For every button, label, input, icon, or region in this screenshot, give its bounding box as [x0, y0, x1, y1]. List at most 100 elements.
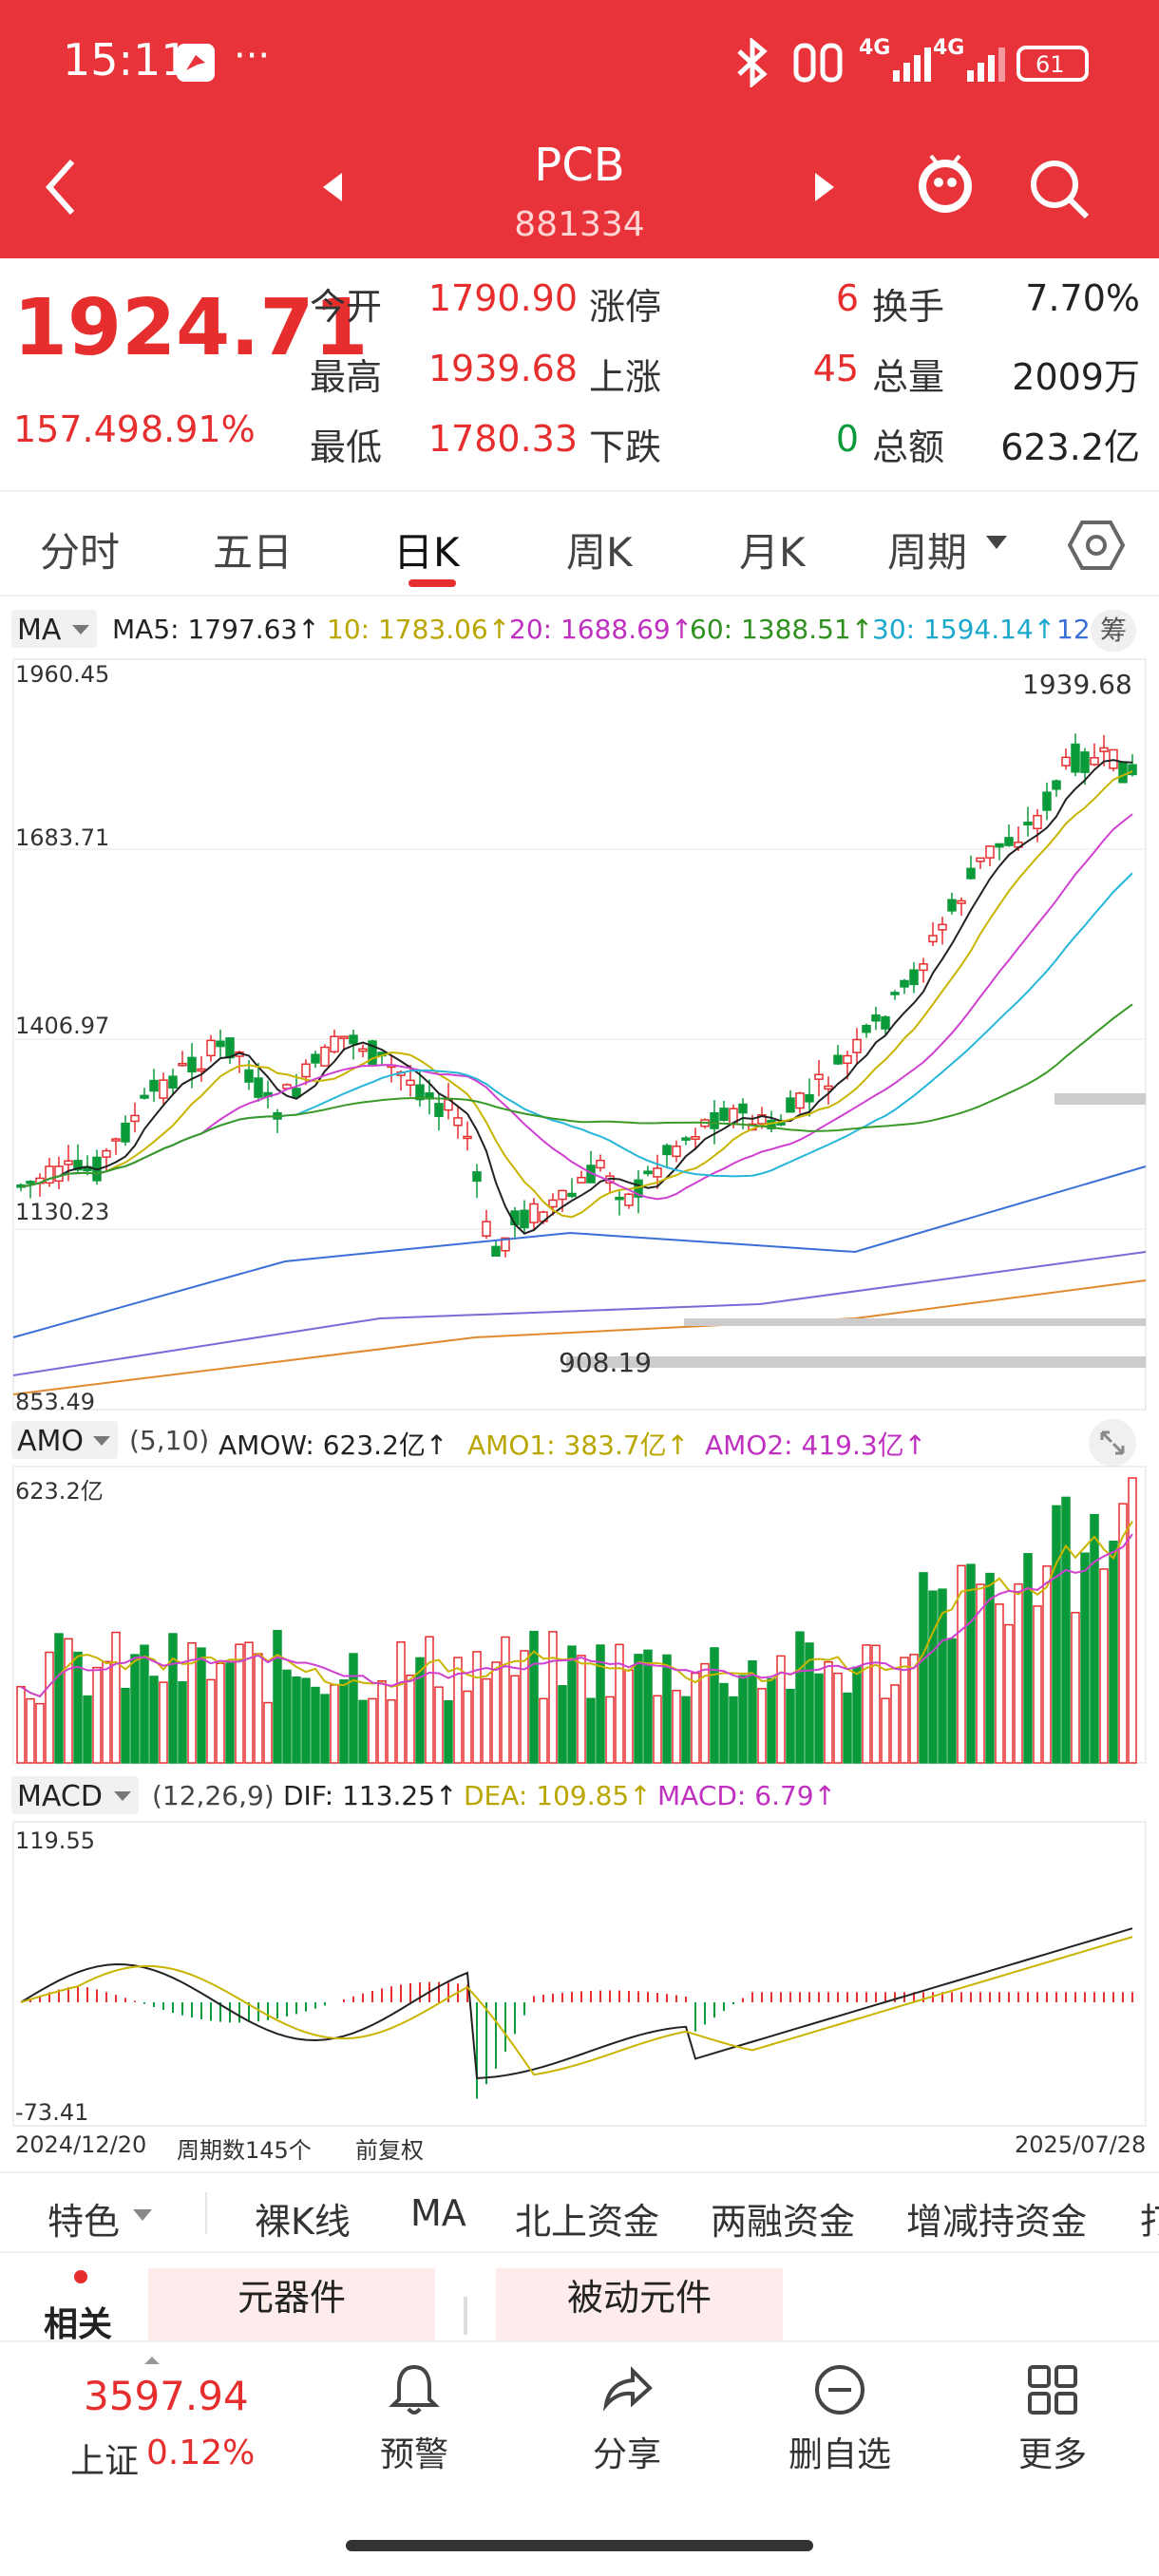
- stock-code: 881334: [514, 205, 645, 244]
- volume-bar: [995, 1603, 1004, 1764]
- volume-bar: [1118, 1503, 1128, 1764]
- volume-bar: [16, 1685, 26, 1764]
- date-start: 2024/12/20: [15, 2131, 147, 2158]
- ma60-line: [20, 1003, 1133, 1188]
- candle-body: [1061, 756, 1071, 767]
- volume-bar: [425, 1636, 434, 1764]
- tab-daily-k[interactable]: 日K: [393, 529, 460, 576]
- ma-long-line: [12, 1279, 1147, 1395]
- amo-selector[interactable]: AMO: [11, 1421, 118, 1459]
- next-stock-button[interactable]: [813, 171, 836, 207]
- volume-bar: [691, 1672, 700, 1764]
- volume-bar: [843, 1692, 852, 1764]
- candle-body: [757, 1114, 767, 1125]
- tab-featured[interactable]: 特色: [48, 2201, 121, 2243]
- volume-bar: [301, 1677, 311, 1764]
- candle-body: [985, 845, 995, 859]
- macd-selector[interactable]: MACD: [11, 1776, 139, 1814]
- tab-weekly-k[interactable]: 周K: [566, 529, 633, 576]
- volume-bar: [1042, 1565, 1052, 1764]
- candle-body: [140, 1094, 149, 1099]
- tab-naked-k[interactable]: 裸K线: [255, 2201, 351, 2243]
- price-panel-frame: [12, 658, 1147, 1411]
- tab-holdings-change[interactable]: 增减持资金: [906, 2201, 1088, 2243]
- more-button[interactable]: 更多: [977, 2361, 1129, 2476]
- amo-params: (5,10): [129, 1425, 210, 1456]
- candle-body: [121, 1122, 130, 1143]
- caret-down-icon: [93, 1436, 110, 1446]
- volume-bar: [1052, 1505, 1061, 1764]
- tab-margin[interactable]: 两融资金: [711, 2201, 856, 2243]
- share-button[interactable]: 分享: [551, 2361, 703, 2476]
- index-value[interactable]: 3597.94: [84, 2373, 249, 2419]
- remove-watchlist-button[interactable]: 删自选: [764, 2361, 916, 2476]
- amo2-legend: AMO2: 419.3亿↑: [705, 1430, 927, 1461]
- tab-monthly-k[interactable]: 月K: [739, 529, 806, 576]
- candle-body: [795, 1092, 805, 1109]
- volume-bar: [64, 1638, 73, 1764]
- candle-body: [909, 969, 919, 986]
- candle-body: [577, 1176, 586, 1184]
- related-tag[interactable]: 被动元件: [496, 2268, 783, 2340]
- volume-bar: [681, 1695, 691, 1764]
- ma-selector[interactable]: MA: [11, 610, 97, 648]
- status-time: 15:11: [63, 34, 189, 85]
- volume-bar: [254, 1653, 263, 1764]
- settings-hexagon-icon[interactable]: [1067, 519, 1126, 576]
- candle-body: [178, 1063, 187, 1067]
- candle-body: [1080, 751, 1090, 773]
- candle-body: [406, 1079, 415, 1087]
- candle-body: [311, 1053, 320, 1064]
- tab-northbound[interactable]: 北上资金: [515, 2201, 660, 2243]
- nav-bar: PCB 881334: [0, 133, 1159, 258]
- alert-button[interactable]: 预警: [338, 2361, 490, 2476]
- low-value: 1780.33: [428, 418, 578, 460]
- signal-icon: [893, 42, 940, 87]
- candle-body: [1033, 814, 1042, 830]
- candle-body: [862, 1025, 871, 1033]
- vibrate-icon: [792, 40, 846, 89]
- volume-bar: [339, 1679, 349, 1764]
- candle-body: [111, 1138, 121, 1142]
- tab-five-day[interactable]: 五日: [213, 529, 294, 576]
- volume-bar: [282, 1669, 292, 1764]
- candle-body: [976, 857, 985, 862]
- amo-selector-label: AMO: [17, 1425, 85, 1458]
- high-marker-label: 1939.68: [1022, 669, 1132, 700]
- volume-bar: [852, 1666, 862, 1764]
- grid-icon: [1028, 2365, 1077, 2415]
- kline-chart[interactable]: MA MA5: 1797.63↑ 10: 1783.06↑ 20: 1688.6…: [0, 597, 1159, 2173]
- price-axis-label: 853.49: [15, 1389, 95, 1415]
- tab-more-clipped[interactable]: 打: [1140, 2201, 1159, 2243]
- candle-body: [672, 1146, 681, 1158]
- tab-intraday[interactable]: 分时: [40, 529, 121, 576]
- volume-bar: [1090, 1513, 1099, 1764]
- related-tag[interactable]: 元器件: [148, 2268, 435, 2340]
- back-button[interactable]: [42, 154, 80, 224]
- tab-ma[interactable]: MA: [410, 2192, 466, 2234]
- tab-period[interactable]: 周期: [887, 529, 968, 576]
- caret-down-icon: [72, 625, 89, 635]
- turnover-label: 换手: [872, 286, 945, 328]
- volume-bar: [415, 1657, 425, 1764]
- candle-body: [805, 1093, 814, 1103]
- candle-body: [928, 935, 938, 943]
- macd-legend: MACD: 6.79↑: [657, 1780, 837, 1811]
- candle-body: [187, 1056, 197, 1073]
- limit-up-label: 涨停: [589, 286, 662, 328]
- turnover-value: 7.70%: [1025, 277, 1140, 319]
- macd-params: (12,26,9): [152, 1780, 275, 1811]
- macd-axis-bottom: -73.41: [15, 2099, 89, 2126]
- chip-button[interactable]: 筹: [1091, 610, 1136, 652]
- expand-icon[interactable]: [1089, 1419, 1136, 1467]
- search-icon[interactable]: [1026, 156, 1092, 226]
- assistant-icon[interactable]: [912, 148, 978, 228]
- volume-bar: [368, 1697, 377, 1764]
- candle-body: [292, 1088, 301, 1098]
- volume-bar: [539, 1697, 548, 1764]
- candle-body: [843, 1054, 852, 1065]
- candle-body: [491, 1245, 501, 1257]
- candle-body: [710, 1111, 719, 1129]
- prev-stock-button[interactable]: [321, 171, 344, 207]
- page-title: PCB: [534, 139, 625, 192]
